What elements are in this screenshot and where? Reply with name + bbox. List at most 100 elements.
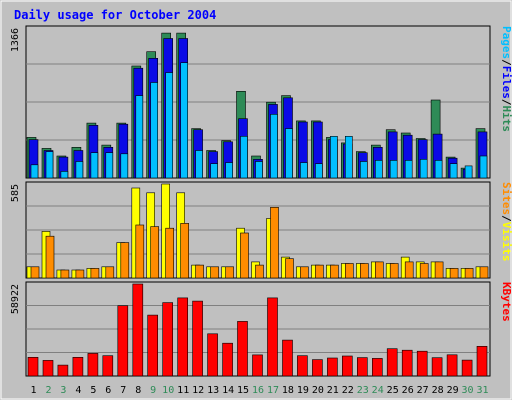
bar-sites-day-6	[105, 266, 115, 279]
bar-pages-day-20	[315, 163, 323, 179]
bar-sites-day-9	[150, 226, 159, 279]
bar-pages-day-15	[240, 136, 248, 179]
bar-pages-day-16	[255, 161, 263, 179]
x-tick-label: 8	[135, 385, 141, 396]
x-tick-label: 11	[177, 385, 189, 396]
bar-sites-day-12	[195, 264, 204, 279]
legend-part: /	[500, 59, 512, 66]
bar-pages-day-24	[374, 160, 383, 179]
bar-pages-day-2	[45, 151, 54, 179]
x-tick-label: 5	[90, 385, 96, 396]
bar-sites-day-10	[165, 227, 174, 279]
x-tick-label: 24	[372, 385, 384, 396]
bar-pages-day-29	[449, 163, 458, 179]
bar-kbytes-day-1	[27, 356, 39, 377]
bar-pages-day-10	[165, 72, 173, 179]
series-legend-bottom: KBytes	[500, 282, 512, 322]
x-tick-label: 20	[312, 385, 324, 396]
x-tick-label: 22	[342, 385, 354, 396]
bar-sites-day-7	[120, 242, 130, 279]
bar-kbytes-day-15	[237, 321, 248, 377]
bar-kbytes-day-21	[327, 357, 338, 377]
bar-kbytes-day-28	[431, 357, 443, 377]
panel-middle: 585 Sites/Visits	[10, 181, 512, 279]
x-tick-label: 19	[297, 385, 309, 396]
bar-sites-day-26	[404, 261, 414, 279]
bar-sites-day-29	[449, 268, 459, 279]
bar-kbytes-day-5	[87, 353, 99, 377]
bar-pages-day-3	[60, 171, 69, 179]
bar-kbytes-day-6	[102, 355, 114, 377]
x-tick-label: 12	[192, 385, 204, 396]
bar-kbytes-day-11	[177, 297, 188, 377]
x-tick-label: 26	[402, 385, 414, 396]
bar-pages-day-9	[150, 82, 158, 179]
bar-sites-day-21	[330, 264, 339, 279]
bar-sites-day-17	[270, 207, 279, 279]
x-tick-label: 6	[105, 385, 111, 396]
bar-sites-day-31	[479, 266, 489, 279]
legend-part: Hits	[500, 106, 512, 133]
x-tick-label: 9	[150, 385, 156, 396]
bar-sites-day-30	[464, 268, 474, 279]
bar-pages-day-1	[30, 164, 39, 179]
bar-kbytes-day-20	[312, 359, 323, 377]
bar-sites-day-27	[419, 263, 429, 279]
bar-pages-day-6	[105, 152, 114, 179]
x-tick-label: 1	[30, 385, 36, 396]
bar-sites-day-28	[434, 261, 444, 279]
bar-kbytes-day-7	[117, 305, 129, 377]
bar-kbytes-day-22	[341, 355, 353, 377]
legend-part: Visits	[500, 222, 512, 262]
bar-pages-day-25	[389, 160, 398, 179]
series-legend-top: Pages/Files/Hits	[500, 26, 512, 132]
bar-sites-day-11	[180, 223, 189, 279]
bar-kbytes-day-16	[252, 354, 263, 377]
x-tick-label: 7	[120, 385, 126, 396]
bar-kbytes-day-4	[72, 356, 84, 377]
legend-part: Pages	[500, 26, 512, 59]
x-tick-label: 27	[417, 385, 429, 396]
bar-kbytes-day-23	[356, 357, 368, 377]
bar-sites-day-15	[240, 232, 249, 279]
x-tick-label: 23	[357, 385, 369, 396]
x-tick-label: 14	[222, 385, 234, 396]
bar-sites-day-5	[90, 268, 100, 279]
bar-kbytes-day-31	[476, 345, 488, 377]
bar-kbytes-day-30	[461, 359, 473, 377]
bar-pages-day-31	[479, 155, 488, 179]
bar-kbytes-day-10	[162, 302, 173, 377]
bar-kbytes-day-27	[416, 350, 428, 377]
bar-pages-day-30	[464, 165, 473, 179]
bar-pages-day-5	[90, 152, 99, 179]
y-max-label: 585	[10, 184, 21, 202]
bar-pages-day-21	[330, 136, 338, 179]
bar-pages-day-7	[120, 153, 129, 179]
bar-kbytes-day-24	[371, 358, 383, 377]
x-tick-label: 10	[162, 385, 174, 396]
y-max-label: 58922	[10, 284, 21, 314]
bar-pages-day-23	[359, 161, 368, 179]
bar-pages-day-28	[434, 160, 443, 179]
bar-kbytes-day-29	[446, 354, 458, 377]
bar-kbytes-day-17	[267, 297, 278, 377]
series-legend-middle: Sites/Visits	[500, 182, 512, 262]
x-tick-label: 25	[387, 385, 399, 396]
bar-pages-day-22	[344, 136, 353, 179]
bar-sites-day-24	[374, 261, 384, 279]
bar-sites-day-16	[255, 264, 264, 279]
x-tick-label: 30	[461, 385, 473, 396]
bar-sites-day-22	[344, 263, 354, 279]
chart-title: Daily usage for October 2004	[14, 8, 216, 22]
bar-sites-day-4	[75, 269, 85, 279]
bar-sites-day-18	[285, 258, 294, 279]
panel-bottom: 58922 KBytes	[10, 281, 512, 377]
x-tick-label: 13	[207, 385, 219, 396]
x-tick-label: 16	[252, 385, 264, 396]
legend-part: /	[500, 99, 512, 106]
bar-pages-day-13	[210, 163, 218, 179]
bar-pages-day-26	[404, 160, 413, 179]
bar-sites-day-25	[389, 263, 399, 279]
